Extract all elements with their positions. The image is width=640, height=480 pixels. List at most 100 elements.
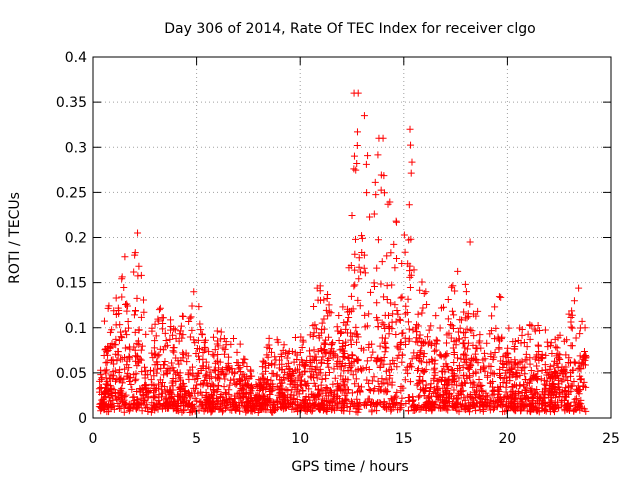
data-point — [104, 351, 112, 359]
data-point — [148, 349, 156, 357]
data-point — [166, 335, 174, 343]
data-point — [236, 380, 244, 388]
data-point — [105, 393, 113, 401]
data-point — [486, 379, 494, 387]
data-point — [381, 311, 389, 319]
data-point — [461, 396, 469, 404]
data-point — [186, 366, 194, 374]
data-point — [275, 356, 283, 364]
data-point — [176, 386, 184, 394]
data-point — [393, 255, 401, 263]
data-point — [198, 400, 206, 408]
y-tick-label: 0.3 — [65, 140, 87, 156]
data-point — [234, 359, 242, 367]
data-point — [447, 321, 455, 329]
data-point — [360, 346, 368, 354]
data-point — [441, 368, 449, 376]
data-point — [360, 264, 368, 272]
data-point — [103, 358, 111, 366]
data-point — [159, 346, 167, 354]
data-point — [373, 358, 381, 366]
y-tick-label: 0.25 — [56, 185, 87, 201]
data-point — [396, 341, 404, 349]
data-point — [562, 393, 570, 401]
data-point — [283, 354, 291, 362]
data-point — [414, 310, 422, 318]
data-point — [353, 128, 361, 136]
data-point — [538, 404, 546, 412]
data-point — [259, 357, 267, 365]
data-point — [325, 363, 333, 371]
data-point — [486, 330, 494, 338]
data-point — [520, 381, 528, 389]
data-point — [342, 325, 350, 333]
data-point — [337, 328, 345, 336]
data-point — [284, 400, 292, 408]
data-point — [521, 370, 529, 378]
data-point — [511, 399, 519, 407]
data-point — [333, 404, 341, 412]
data-point — [533, 362, 541, 370]
data-point — [324, 290, 332, 298]
data-point — [249, 405, 257, 413]
data-point — [246, 395, 254, 403]
data-point — [400, 231, 408, 239]
data-point — [556, 356, 564, 364]
data-point — [179, 331, 187, 339]
data-point — [524, 330, 532, 338]
data-point — [554, 398, 562, 406]
data-point — [393, 363, 401, 371]
data-point — [313, 371, 321, 379]
data-point — [406, 284, 414, 292]
data-point — [140, 308, 148, 316]
data-point — [107, 356, 115, 364]
data-point — [254, 395, 262, 403]
data-point — [471, 402, 479, 410]
data-point — [310, 329, 318, 337]
data-point — [388, 318, 396, 326]
data-point — [337, 372, 345, 380]
data-point — [465, 372, 473, 380]
data-point — [105, 408, 113, 416]
data-point — [280, 341, 288, 349]
data-point — [553, 360, 561, 368]
data-point — [210, 352, 218, 360]
data-point — [347, 341, 355, 349]
data-point — [97, 403, 105, 411]
data-point — [390, 240, 398, 248]
data-point — [500, 374, 508, 382]
data-point — [534, 367, 542, 375]
data-point — [481, 396, 489, 404]
data-point — [227, 376, 235, 384]
data-point — [218, 408, 226, 416]
data-point — [538, 355, 546, 363]
data-point — [535, 404, 543, 412]
data-point — [337, 386, 345, 394]
data-point — [366, 386, 374, 394]
data-point — [277, 400, 285, 408]
data-point — [468, 327, 476, 335]
data-point — [353, 141, 361, 149]
data-point — [503, 360, 511, 368]
data-point — [454, 328, 462, 336]
data-point — [444, 296, 452, 304]
data-point — [526, 354, 534, 362]
data-point — [405, 337, 413, 345]
data-point — [376, 342, 384, 350]
data-point — [238, 371, 246, 379]
data-point — [490, 353, 498, 361]
data-point — [558, 397, 566, 405]
data-point — [170, 325, 178, 333]
data-point — [361, 311, 369, 319]
data-point — [491, 335, 499, 343]
data-point — [172, 378, 180, 386]
data-point — [354, 365, 362, 373]
data-point — [279, 346, 287, 354]
data-point — [230, 398, 238, 406]
data-point — [255, 386, 263, 394]
data-point — [351, 380, 359, 388]
data-point — [512, 373, 520, 381]
data-point — [112, 294, 120, 302]
data-point — [450, 386, 458, 394]
data-point — [222, 404, 230, 412]
